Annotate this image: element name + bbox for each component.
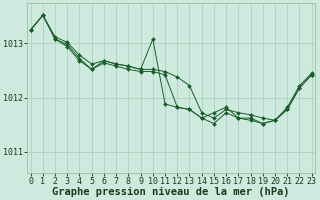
X-axis label: Graphe pression niveau de la mer (hPa): Graphe pression niveau de la mer (hPa) bbox=[52, 187, 290, 197]
